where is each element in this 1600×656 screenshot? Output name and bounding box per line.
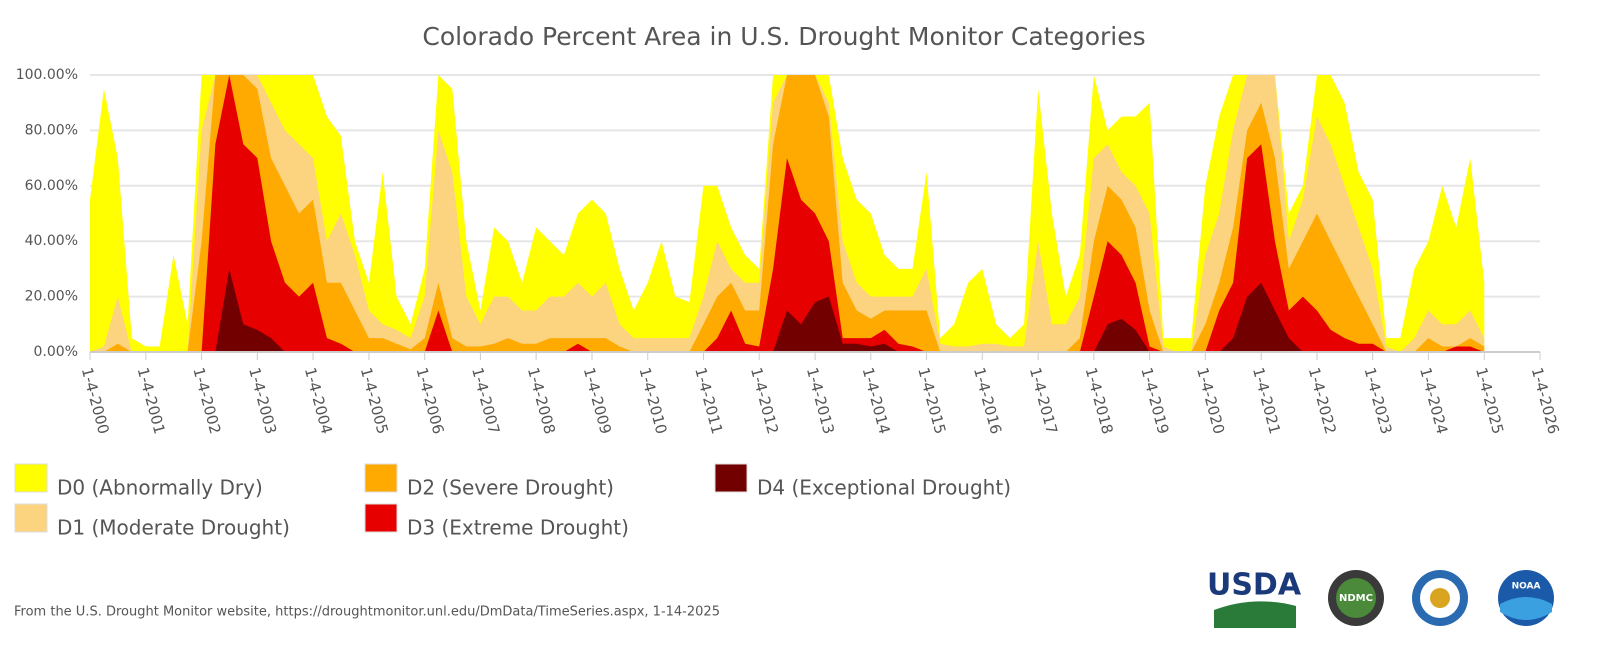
x-tick-label: 1-4-2014	[859, 366, 894, 436]
legend-label: D4 (Exceptional Drought)	[757, 476, 1011, 500]
x-tick-label: 1-4-2001	[134, 366, 169, 436]
legend-swatch	[714, 463, 748, 493]
x-tick-label: 1-4-2005	[357, 366, 392, 436]
legend-label: D0 (Abnormally Dry)	[57, 476, 263, 500]
x-tick-label: 1-4-2022	[1305, 366, 1340, 436]
legend-swatch	[14, 463, 48, 493]
x-tick-label: 1-4-2006	[412, 366, 447, 436]
ndmc-inner	[1336, 578, 1376, 618]
x-tick-label: 1-4-2025	[1472, 366, 1507, 436]
x-tick-label: 1-4-2017	[1026, 366, 1061, 436]
y-tick-label: 40.00%	[25, 233, 78, 249]
y-tick-label: 80.00%	[25, 122, 78, 138]
usda-logo: USDA	[1207, 568, 1302, 603]
x-tick-label: 1-4-2016	[970, 366, 1005, 436]
x-tick-label: 1-4-2009	[580, 366, 615, 436]
x-tick-label: 1-4-2013	[803, 366, 838, 436]
plot-area: 0.00% 20.00% 40.00% 60.00% 80.00% 100.00% 1-4-…	[16, 67, 1563, 436]
legend-swatch	[364, 463, 398, 493]
doc-eagle	[1430, 588, 1450, 608]
x-tick-label: 1-4-2002	[189, 366, 224, 436]
y-tick-label: 0.00%	[34, 344, 78, 360]
x-tick-label: 1-4-2023	[1360, 366, 1395, 436]
area-series	[90, 75, 1485, 352]
y-tick-label: 20.00%	[25, 289, 78, 305]
x-tick-label: 1-4-2021	[1249, 366, 1284, 436]
y-tick-label: 60.00%	[25, 178, 78, 194]
legend-label: D1 (Moderate Drought)	[57, 516, 290, 540]
noaa-wave	[1500, 597, 1552, 620]
x-tick-label: 1-4-2015	[914, 366, 949, 436]
legend-swatch	[14, 503, 48, 533]
x-tick-label: 1-4-2012	[747, 366, 782, 436]
x-tick-label: 1-4-2007	[468, 366, 503, 436]
x-tick-label: 1-4-2003	[245, 366, 280, 436]
x-tick-label: 1-4-2008	[524, 366, 559, 436]
x-tick-label: 1-4-2011	[691, 366, 726, 436]
x-tick-label: 1-4-2004	[301, 366, 336, 436]
noaa-text: NOAA	[1512, 582, 1541, 592]
legend-label: D2 (Severe Drought)	[407, 476, 614, 500]
chart-title: Colorado Percent Area in U.S. Drought Mo…	[422, 22, 1145, 51]
source-note: From the U.S. Drought Monitor website, h…	[14, 605, 720, 620]
area-series	[90, 268, 1485, 352]
logos: USDA NDMC NOAA	[1207, 568, 1554, 628]
x-tick-label: 1-4-2010	[636, 366, 671, 436]
x-tick-label: 1-4-2018	[1082, 366, 1117, 436]
x-tick-label: 1-4-2024	[1416, 366, 1451, 436]
x-tick-label: 1-4-2019	[1137, 366, 1172, 436]
x-tick-label: 1-4-2000	[78, 366, 113, 436]
ndmc-text: NDMC	[1339, 593, 1373, 604]
legend-label: D3 (Extreme Drought)	[407, 516, 629, 540]
x-tick-label: 1-4-2020	[1193, 366, 1228, 436]
x-tick-label: 1-4-2026	[1528, 366, 1563, 436]
legend-swatch	[364, 503, 398, 533]
usda-hills	[1214, 601, 1296, 628]
y-tick-label: 100.00%	[16, 67, 78, 83]
